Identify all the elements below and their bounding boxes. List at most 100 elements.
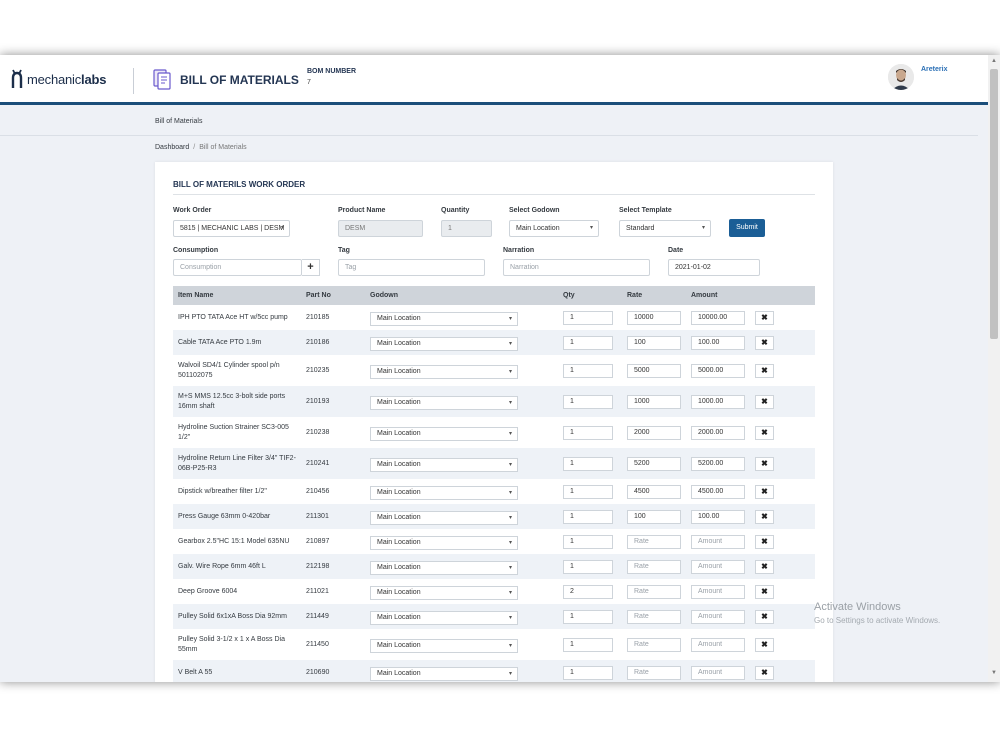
date-input[interactable]: 2021-01-02 [668, 259, 760, 276]
row-rate-input[interactable]: 100 [627, 336, 681, 350]
row-amount-input[interactable]: Amount [691, 638, 745, 652]
row-rate-input[interactable]: 10000 [627, 311, 681, 325]
row-amount-input[interactable]: 5000.00 [691, 364, 745, 378]
row-amount-input[interactable]: 10000.00 [691, 311, 745, 325]
page-scrollbar[interactable]: ▲ ▼ [988, 55, 1000, 682]
template-select[interactable]: Standard ▾ [619, 220, 711, 237]
chevron-down-icon: ▾ [508, 565, 512, 571]
row-godown-select[interactable]: Main Location ▾ [370, 639, 518, 653]
col-amount: Amount [691, 292, 718, 299]
row-godown-select[interactable]: Main Location ▾ [370, 511, 518, 525]
row-amount-input[interactable]: Amount [691, 535, 745, 549]
scroll-down-icon[interactable]: ▼ [991, 670, 997, 676]
row-qty-input[interactable]: 1 [563, 666, 613, 680]
remove-row-button[interactable]: ✖ [755, 510, 774, 524]
row-amount-input[interactable]: Amount [691, 666, 745, 680]
remove-row-button[interactable]: ✖ [755, 364, 774, 378]
row-rate-input[interactable]: 100 [627, 510, 681, 524]
row-rate-input[interactable]: Rate [627, 560, 681, 574]
row-rate-input[interactable]: 4500 [627, 485, 681, 499]
part-no-cell: 211301 [306, 513, 329, 520]
remove-row-button[interactable]: ✖ [755, 336, 774, 350]
row-godown-select[interactable]: Main Location ▾ [370, 667, 518, 681]
row-rate-input[interactable]: 5200 [627, 457, 681, 471]
row-amount-input[interactable]: 1000.00 [691, 395, 745, 409]
row-amount-input[interactable]: Amount [691, 610, 745, 624]
row-amount-input[interactable]: 5200.00 [691, 457, 745, 471]
tag-input[interactable]: Tag [338, 259, 485, 276]
part-no-cell: 211450 [306, 641, 329, 648]
item-name-cell: Cable TATA Ace PTO 1.9m [178, 339, 262, 346]
scroll-thumb[interactable] [990, 69, 998, 339]
row-qty-input[interactable]: 1 [563, 395, 613, 409]
row-godown-select[interactable]: Main Location ▾ [370, 427, 518, 441]
row-qty-input[interactable]: 1 [563, 638, 613, 652]
row-rate-input[interactable]: Rate [627, 585, 681, 599]
row-qty-input[interactable]: 1 [563, 364, 613, 378]
row-qty-input[interactable]: 1 [563, 457, 613, 471]
remove-row-button[interactable]: ✖ [755, 535, 774, 549]
remove-row-button[interactable]: ✖ [755, 311, 774, 325]
row-qty-input[interactable]: 1 [563, 311, 613, 325]
row-qty-input[interactable]: 2 [563, 585, 613, 599]
item-name-cell: IPH PTO TATA Ace HT w/5cc pump [178, 314, 288, 321]
remove-row-button[interactable]: ✖ [755, 638, 774, 652]
narration-textarea[interactable]: Narration [503, 259, 650, 276]
row-amount-input[interactable]: 100.00 [691, 510, 745, 524]
row-godown-select[interactable]: Main Location ▾ [370, 486, 518, 500]
row-qty-input[interactable]: 1 [563, 560, 613, 574]
submit-button[interactable]: Submit [729, 219, 765, 237]
row-godown-select[interactable]: Main Location ▾ [370, 312, 518, 326]
consumption-input[interactable]: Consumption [173, 259, 302, 276]
row-godown-select[interactable]: Main Location ▾ [370, 536, 518, 550]
remove-row-button[interactable]: ✖ [755, 666, 774, 680]
scroll-up-icon[interactable]: ▲ [991, 58, 997, 64]
row-rate-input[interactable]: Rate [627, 535, 681, 549]
row-godown-select[interactable]: Main Location ▾ [370, 586, 518, 600]
row-godown-select[interactable]: Main Location ▾ [370, 365, 518, 379]
row-godown-select[interactable]: Main Location ▾ [370, 458, 518, 472]
remove-row-button[interactable]: ✖ [755, 426, 774, 440]
row-rate-input[interactable]: 1000 [627, 395, 681, 409]
table-row: Press Gauge 63mm 0-420bar 211301 Main Loca… [173, 504, 815, 529]
add-consumption-button[interactable]: + [302, 259, 320, 276]
remove-row-button[interactable]: ✖ [755, 395, 774, 409]
table-row: Hydroline Return Line Filter 3/4" TIF2-0… [173, 448, 815, 479]
row-rate-input[interactable]: 5000 [627, 364, 681, 378]
remove-row-button[interactable]: ✖ [755, 610, 774, 624]
item-name-cell: Galv. Wire Rope 6mm 46ft L [178, 563, 266, 570]
godown-select[interactable]: Main Location ▾ [509, 220, 599, 237]
row-godown-select[interactable]: Main Location ▾ [370, 561, 518, 575]
row-godown-value: Main Location [377, 399, 421, 406]
row-amount-input[interactable]: Amount [691, 560, 745, 574]
user-avatar[interactable] [888, 64, 914, 90]
work-order-select[interactable]: 5815 | MECHANIC LABS | DESM ▾ [173, 220, 290, 237]
row-amount-input[interactable]: 100.00 [691, 336, 745, 350]
remove-row-button[interactable]: ✖ [755, 457, 774, 471]
brand-logo[interactable]: mechaniclabs [9, 69, 106, 89]
watermark-subtitle: Go to Settings to activate Windows. [814, 616, 941, 625]
row-rate-input[interactable]: Rate [627, 638, 681, 652]
watermark-title: Activate Windows [814, 601, 901, 613]
row-godown-select[interactable]: Main Location ▾ [370, 611, 518, 625]
row-rate-input[interactable]: 2000 [627, 426, 681, 440]
row-qty-input[interactable]: 1 [563, 535, 613, 549]
remove-row-button[interactable]: ✖ [755, 585, 774, 599]
row-godown-select[interactable]: Main Location ▾ [370, 396, 518, 410]
part-no-cell: 211449 [306, 613, 329, 620]
row-qty-input[interactable]: 1 [563, 510, 613, 524]
row-godown-select[interactable]: Main Location ▾ [370, 337, 518, 351]
row-amount-input[interactable]: 4500.00 [691, 485, 745, 499]
row-amount-input[interactable]: 2000.00 [691, 426, 745, 440]
row-qty-input[interactable]: 1 [563, 336, 613, 350]
row-qty-input[interactable]: 1 [563, 485, 613, 499]
row-qty-input[interactable]: 1 [563, 610, 613, 624]
row-rate-input[interactable]: Rate [627, 610, 681, 624]
row-rate-input[interactable]: Rate [627, 666, 681, 680]
remove-row-button[interactable]: ✖ [755, 560, 774, 574]
row-amount-input[interactable]: Amount [691, 585, 745, 599]
user-name[interactable]: Areterix [921, 66, 948, 73]
breadcrumb-dashboard-link[interactable]: Dashboard [155, 144, 190, 151]
row-qty-input[interactable]: 1 [563, 426, 613, 440]
remove-row-button[interactable]: ✖ [755, 485, 774, 499]
